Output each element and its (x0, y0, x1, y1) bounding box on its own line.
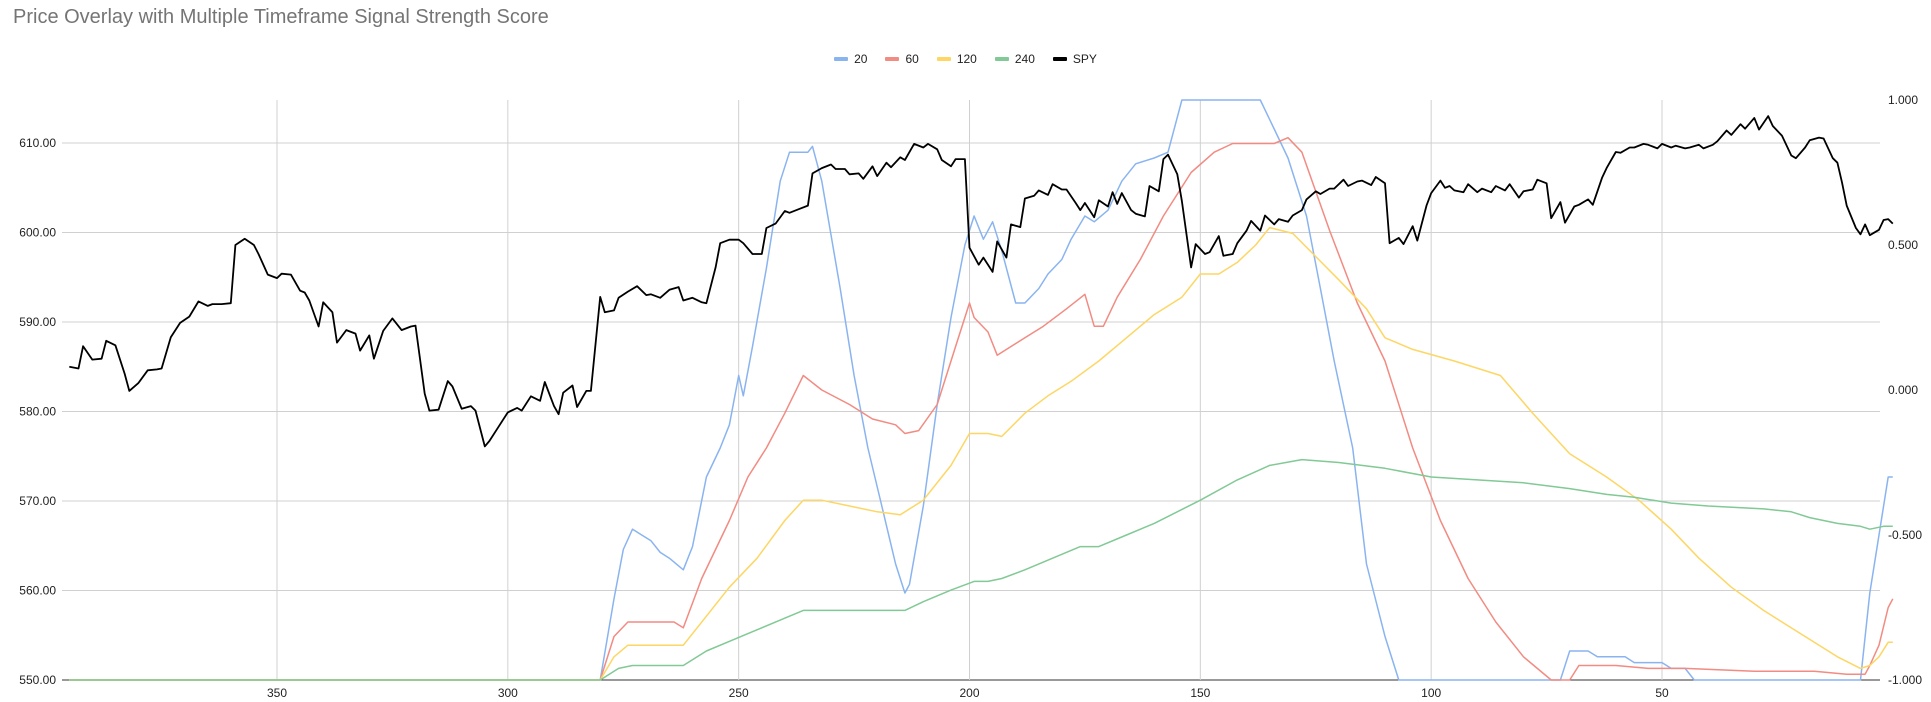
legend-swatch (885, 57, 900, 61)
y-left-tick-label: 580.00 (19, 405, 56, 419)
series-line-spy (69, 115, 1894, 448)
y-right-tick-label: 1.000 (1888, 93, 1918, 107)
y-left-tick-label: 570.00 (19, 494, 56, 508)
series-line-240 (69, 458, 1893, 681)
x-tick-label: 200 (959, 686, 979, 700)
legend-item-240[interactable]: 240 (994, 52, 1035, 66)
y-right-tick-label: -1.000 (1888, 673, 1922, 687)
y-right-tick-label: 0.000 (1888, 383, 1918, 397)
legend-item-60[interactable]: 60 (885, 52, 919, 66)
y-left-tick-label: 550.00 (19, 673, 56, 687)
x-tick-label: 150 (1190, 686, 1210, 700)
x-tick-label: 100 (1421, 686, 1441, 700)
legend-swatch (1052, 57, 1067, 61)
y-left-tick-label: 610.00 (19, 136, 56, 150)
y-right-tick-label: 0.500 (1888, 238, 1918, 252)
legend-label: 20 (854, 52, 868, 66)
legend-item-120[interactable]: 120 (936, 52, 977, 66)
legend-label: 240 (1014, 52, 1035, 66)
legend-swatch (834, 57, 849, 61)
legend-item-spy[interactable]: SPY (1052, 52, 1097, 66)
y-left-tick-label: 560.00 (19, 584, 56, 598)
chart-title: Price Overlay with Multiple Timeframe Si… (13, 6, 549, 28)
y-right-tick-label: -0.500 (1888, 528, 1922, 542)
legend-swatch (936, 57, 951, 61)
legend-swatch (994, 57, 1009, 61)
legend-item-20[interactable]: 20 (834, 52, 867, 66)
y-left-tick-label: 590.00 (19, 315, 56, 329)
series-line-60 (69, 136, 1894, 681)
x-tick-label: 350 (267, 686, 287, 700)
x-tick-label: 250 (729, 686, 749, 700)
chart-legend: 20 60 120 240 SPY (0, 52, 1931, 66)
y-left-tick-label: 600.00 (19, 226, 56, 240)
legend-label: 60 (905, 52, 919, 66)
legend-label: SPY (1072, 52, 1097, 66)
legend-label: 120 (956, 52, 977, 66)
series-line-120 (69, 226, 1893, 681)
x-tick-label: 300 (498, 686, 518, 700)
x-tick-label: 50 (1655, 686, 1669, 700)
series-line-20 (69, 99, 1893, 681)
